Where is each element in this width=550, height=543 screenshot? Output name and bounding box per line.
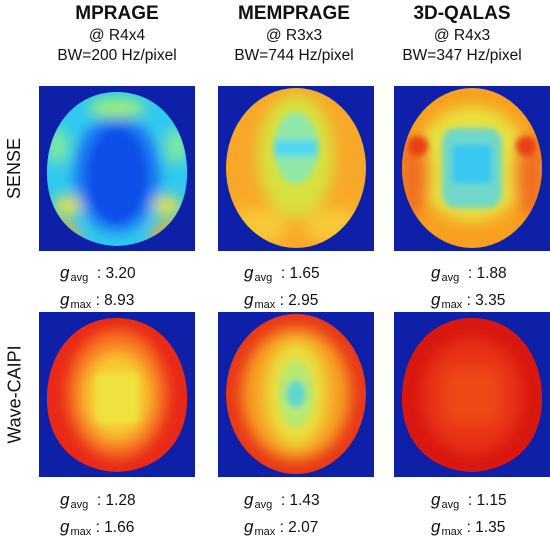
- metrics-wave-caipi-memprage: gavg : 1.43 gmax : 2.07: [244, 489, 384, 543]
- g-max-value: : 8.93: [95, 292, 135, 309]
- g-max-value: : 1.35: [466, 519, 506, 536]
- metrics-sense-memprage: gavg : 1.65 gmax : 2.95: [244, 262, 384, 316]
- column-header-memprage: MEMPRAGE @ R3x3 BW=744 Hz/pixel: [206, 2, 382, 66]
- g-avg-value: : 1.28: [96, 492, 136, 509]
- g-avg-metric: gavg : 3.20: [60, 263, 136, 284]
- gfactor-map-wave-caipi-memprage: [218, 312, 374, 477]
- gfactor-map-wave-caipi-mprage: [39, 312, 195, 477]
- row-label-sense: SENSE: [4, 86, 26, 251]
- column-title: 3D-QALAS: [413, 3, 511, 24]
- g-max-value: : 2.07: [279, 519, 319, 536]
- g-max-metric: gmax : 8.93: [60, 290, 135, 311]
- g-avg-metric: gavg : 1.88: [431, 263, 507, 284]
- column-bandwidth: BW=744 Hz/pixel: [234, 47, 354, 64]
- g-max-metric: gmax : 3.35: [431, 290, 506, 311]
- g-max-metric: gmax : 1.66: [60, 517, 135, 538]
- g-avg-metric: gavg : 1.15: [431, 490, 507, 511]
- g-avg-value: : 1.65: [280, 265, 320, 282]
- column-title: MPRAGE: [75, 3, 159, 24]
- column-acceleration: @ R4x3: [433, 27, 491, 44]
- g-max-metric: gmax : 2.95: [244, 290, 319, 311]
- g-avg-metric: gavg : 1.65: [244, 263, 320, 284]
- column-bandwidth: BW=347 Hz/pixel: [402, 47, 522, 64]
- gfactor-map-sense-mprage: [39, 86, 195, 251]
- g-max-value: : 2.95: [279, 292, 319, 309]
- g-max-metric: gmax : 2.07: [244, 517, 319, 538]
- column-header-3d-qalas: 3D-QALAS @ R4x3 BW=347 Hz/pixel: [374, 2, 550, 66]
- column-acceleration: @ R3x3: [265, 27, 323, 44]
- g-max-value: : 1.66: [95, 519, 135, 536]
- g-avg-value: : 1.15: [467, 492, 507, 509]
- g-avg-metric: gavg : 1.28: [60, 490, 136, 511]
- g-avg-value: : 3.20: [96, 265, 136, 282]
- column-bandwidth: BW=200 Hz/pixel: [57, 47, 177, 64]
- metrics-sense-mprage: gavg : 3.20 gmax : 8.93: [60, 262, 200, 316]
- metrics-wave-caipi-3d-qalas: gavg : 1.15 gmax : 1.35: [431, 489, 550, 543]
- gfactor-map-wave-caipi-3d-qalas: [394, 312, 550, 477]
- metrics-sense-3d-qalas: gavg : 1.88 gmax : 3.35: [431, 262, 550, 316]
- g-max-value: : 3.35: [466, 292, 506, 309]
- g-avg-value: : 1.88: [467, 265, 507, 282]
- g-avg-metric: gavg : 1.43: [244, 490, 320, 511]
- column-acceleration: @ R4x4: [88, 27, 146, 44]
- g-avg-value: : 1.43: [280, 492, 320, 509]
- g-max-metric: gmax : 1.35: [431, 517, 506, 538]
- column-title: MEMPRAGE: [238, 3, 350, 24]
- column-header-mprage: MPRAGE @ R4x4 BW=200 Hz/pixel: [29, 2, 205, 66]
- row-label-text: Wave-CAIPI: [4, 345, 25, 444]
- gfactor-map-sense-memprage: [218, 86, 374, 251]
- row-label-text: SENSE: [4, 137, 25, 200]
- gfactor-map-sense-3d-qalas: [394, 86, 550, 251]
- metrics-wave-caipi-mprage: gavg : 1.28 gmax : 1.66: [60, 489, 200, 543]
- row-label-wave-caipi: Wave-CAIPI: [4, 312, 26, 477]
